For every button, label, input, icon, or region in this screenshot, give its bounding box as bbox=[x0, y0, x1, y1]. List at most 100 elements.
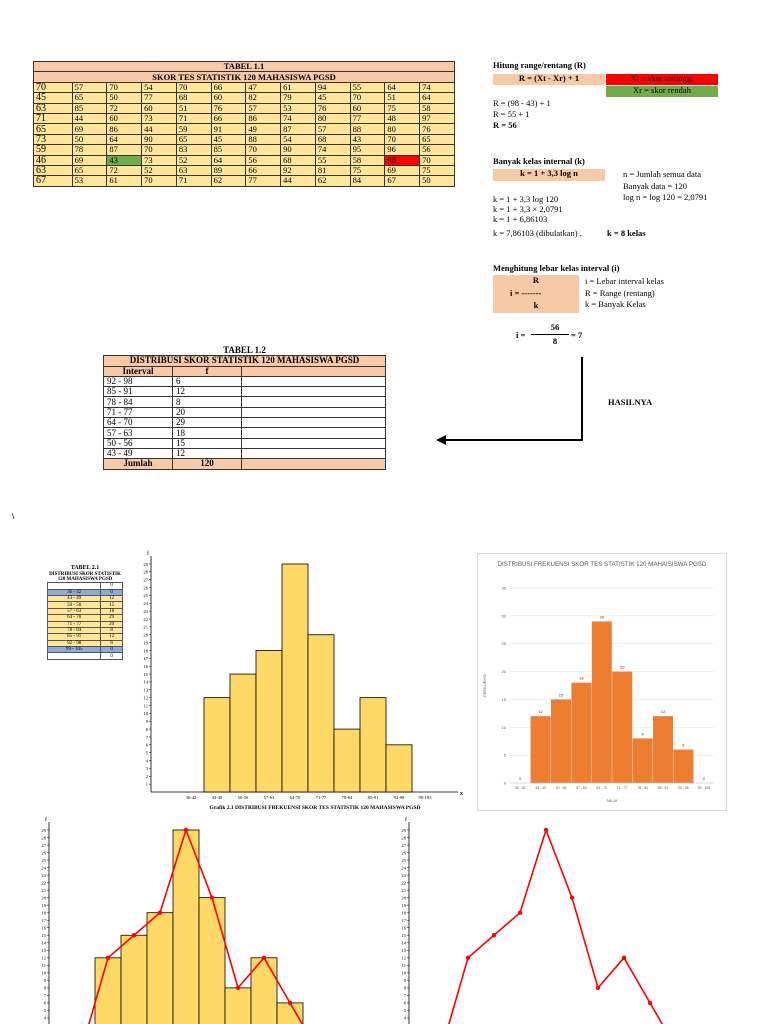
y-tick-label: 2 bbox=[146, 774, 149, 779]
table-1-1-cell: 89 bbox=[210, 164, 247, 177]
table-1-1-cell: 76 bbox=[314, 102, 351, 114]
y-tick-label: 27 bbox=[143, 578, 148, 583]
table-1-1-cell: 70 bbox=[419, 154, 455, 166]
table-1-1-cell: 66 bbox=[210, 81, 247, 94]
table-1-1-cell: 70 bbox=[141, 144, 177, 156]
interval-note-1: i = Lebar interval kelas bbox=[585, 276, 664, 286]
y-tick-label: 4 bbox=[44, 1016, 47, 1021]
table-1-2-empty bbox=[241, 447, 386, 460]
table-1-2-row: 43 - 49 12 bbox=[103, 447, 386, 460]
table-1-1-cell: 56 bbox=[419, 144, 455, 156]
range-formula: R = (Xt - Xr) + 1 bbox=[493, 73, 605, 85]
table-1-1-cell: 80 bbox=[384, 123, 421, 135]
table-1-2-row: 92 - 98 6 bbox=[103, 375, 386, 388]
table-1-1-cell: 48 bbox=[384, 112, 421, 125]
y-tick-label: 10 bbox=[401, 971, 406, 976]
table-1-1-cell: 68 bbox=[175, 92, 212, 104]
y-tick-label: 28 bbox=[41, 835, 46, 840]
y-tick-label: 35 bbox=[502, 586, 507, 591]
table-1-1-cell: 57 bbox=[71, 81, 108, 94]
table-1-1-cell: 57 bbox=[314, 123, 351, 135]
table-1-2-interval: 71 - 77 bbox=[103, 406, 173, 419]
y-tick-label: 29 bbox=[41, 828, 46, 833]
table-1-1-row: 63 85 72 60 51 76 57 53 76 60 75 58 bbox=[33, 102, 455, 114]
table-2-1-interval bbox=[46, 652, 102, 660]
frequency-polygon-point bbox=[105, 955, 111, 960]
table-1-1-cell: 82 bbox=[245, 92, 282, 104]
table-1-1-cell: 65 bbox=[71, 164, 108, 177]
y-tick-label: 17 bbox=[41, 918, 46, 923]
table-1-2-frequency: 12 bbox=[172, 386, 242, 398]
frequency-polygon-point bbox=[569, 895, 575, 900]
x-tick-label: 71-77 bbox=[316, 795, 327, 800]
frequency-polygon-point bbox=[543, 827, 549, 833]
histogram-bar bbox=[307, 634, 335, 793]
y-tick-label: 30 bbox=[502, 613, 507, 618]
x-tick-label: 64 - 70 bbox=[597, 786, 608, 790]
excel-bar bbox=[612, 671, 633, 783]
histogram-bar bbox=[229, 673, 257, 793]
y-tick-label: 3 bbox=[146, 766, 149, 771]
table-1-1-cell: 87 bbox=[280, 123, 316, 135]
table-1-1-cell: 58 bbox=[419, 102, 455, 114]
y-tick-label: 28 bbox=[143, 570, 148, 575]
table-1-1-cell: 94 bbox=[314, 81, 351, 94]
y-tick-label: 7 bbox=[146, 735, 149, 740]
result-arrow bbox=[436, 357, 583, 445]
y-tick-label: 11 bbox=[402, 963, 407, 968]
table-1-1-cell: 70 bbox=[384, 133, 421, 146]
table-1-1-cell: 45 bbox=[210, 133, 247, 146]
col-f-header: f bbox=[172, 365, 242, 377]
y-tick-label: 27 bbox=[41, 843, 46, 848]
table-1-1-cell: 53 bbox=[71, 175, 108, 187]
y-tick-label: 25 bbox=[401, 858, 406, 863]
table-1-1-cell: 98 bbox=[384, 154, 421, 166]
frequency-polygon-point bbox=[287, 1000, 293, 1006]
table-1-1-cell: 55 bbox=[314, 154, 351, 166]
table-1-1-cell: 60 bbox=[349, 102, 386, 114]
x-tick-label: 99-105 bbox=[418, 795, 432, 800]
table-1-1-cell: 85 bbox=[71, 102, 108, 114]
table-1-1-cell: 73 bbox=[141, 154, 177, 166]
frequency-polygon-chart: f123456789101112131415161718192021222324… bbox=[401, 816, 664, 1024]
table-1-2-empty bbox=[241, 427, 386, 439]
histogram-bar bbox=[385, 744, 413, 793]
table-1-1-cell: 50 bbox=[106, 92, 143, 104]
excel-bar bbox=[632, 738, 653, 783]
y-tick-label: 11 bbox=[42, 963, 47, 968]
table-1-1-cell: 88 bbox=[245, 133, 282, 146]
table-1-1-cell: 66 bbox=[245, 164, 282, 177]
y-tick-label: 15 bbox=[143, 672, 148, 677]
table-1-1-cell: 91 bbox=[210, 123, 247, 135]
y-tick-label: 14 bbox=[41, 941, 46, 946]
y-axis-label: FREKUENSI bbox=[482, 674, 487, 697]
table-1-1-cell: 63 bbox=[175, 164, 212, 177]
data-label: 6 bbox=[682, 743, 685, 748]
table-1-1-cell: 57 bbox=[245, 102, 282, 114]
y-axis-label: f bbox=[147, 550, 149, 557]
classes-note-1: n = Jumlah semua data bbox=[623, 169, 701, 179]
y-tick-label: 5 bbox=[504, 753, 507, 758]
interval-num: R bbox=[532, 275, 540, 285]
table-1-2-row: 78 - 84 8 bbox=[103, 396, 386, 408]
table-1-1-cell: 74 bbox=[314, 144, 351, 156]
table-1-2-frequency: 8 bbox=[172, 396, 242, 408]
interval-den: k bbox=[533, 300, 539, 310]
y-tick-label: 15 bbox=[502, 697, 507, 702]
y-tick-label: 15 bbox=[41, 933, 46, 938]
y-axis-label: f bbox=[45, 816, 47, 823]
y-tick-label: 8 bbox=[44, 986, 47, 991]
table-1-1-cell: 87 bbox=[106, 144, 143, 156]
range-result: R = 56 bbox=[493, 120, 517, 130]
x-tick-label: 99 - 105 bbox=[698, 786, 711, 790]
table-2-1-row: 0 bbox=[46, 652, 123, 660]
calc-den: 8 bbox=[552, 336, 558, 346]
excel-chart-title: DISTRIBUSI FREKUENSI SKOR TES STATISTIK … bbox=[498, 561, 707, 568]
x-tick-label: 64-70 bbox=[290, 795, 301, 800]
y-tick-label: 9 bbox=[404, 978, 407, 983]
table-1-1-cell: 76 bbox=[419, 123, 455, 135]
chart-caption: Grafik 2.1 DISTRIBUSI FREKUENSI SKOR TES… bbox=[210, 805, 421, 811]
table-1-1-cell: 65 bbox=[175, 133, 212, 146]
table-1-2-row: 64 - 70 29 bbox=[103, 417, 386, 429]
table-2-1-title: TABEL 2.1 bbox=[70, 565, 100, 572]
